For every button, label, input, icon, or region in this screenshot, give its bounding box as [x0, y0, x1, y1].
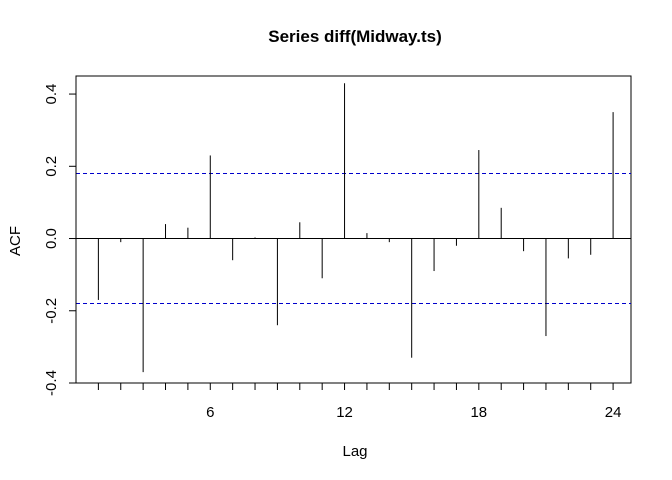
confidence-bounds	[76, 173, 631, 305]
y-axis: -0.4 -0.2 0.0 0.2 0.4	[43, 84, 77, 396]
x-tick-label: 24	[605, 404, 622, 421]
chart-title: Series diff(Midway.ts)	[268, 27, 442, 46]
x-tick-label: 12	[336, 404, 353, 421]
acf-bars	[97, 83, 614, 373]
x-tick-label: 18	[470, 404, 487, 421]
y-tick-label: -0.2	[43, 298, 60, 324]
x-tick-label: 6	[206, 404, 214, 421]
y-tick-label: -0.4	[43, 370, 60, 396]
x-axis: 6 12 18 24	[97, 383, 622, 421]
x-axis-label: Lag	[342, 443, 367, 460]
y-tick-label: 0.0	[43, 228, 60, 249]
y-axis-label: ACF	[7, 226, 24, 256]
y-tick-label: 0.2	[43, 156, 60, 177]
y-tick-label: 0.4	[43, 84, 60, 105]
plot-frame	[75, 75, 632, 384]
